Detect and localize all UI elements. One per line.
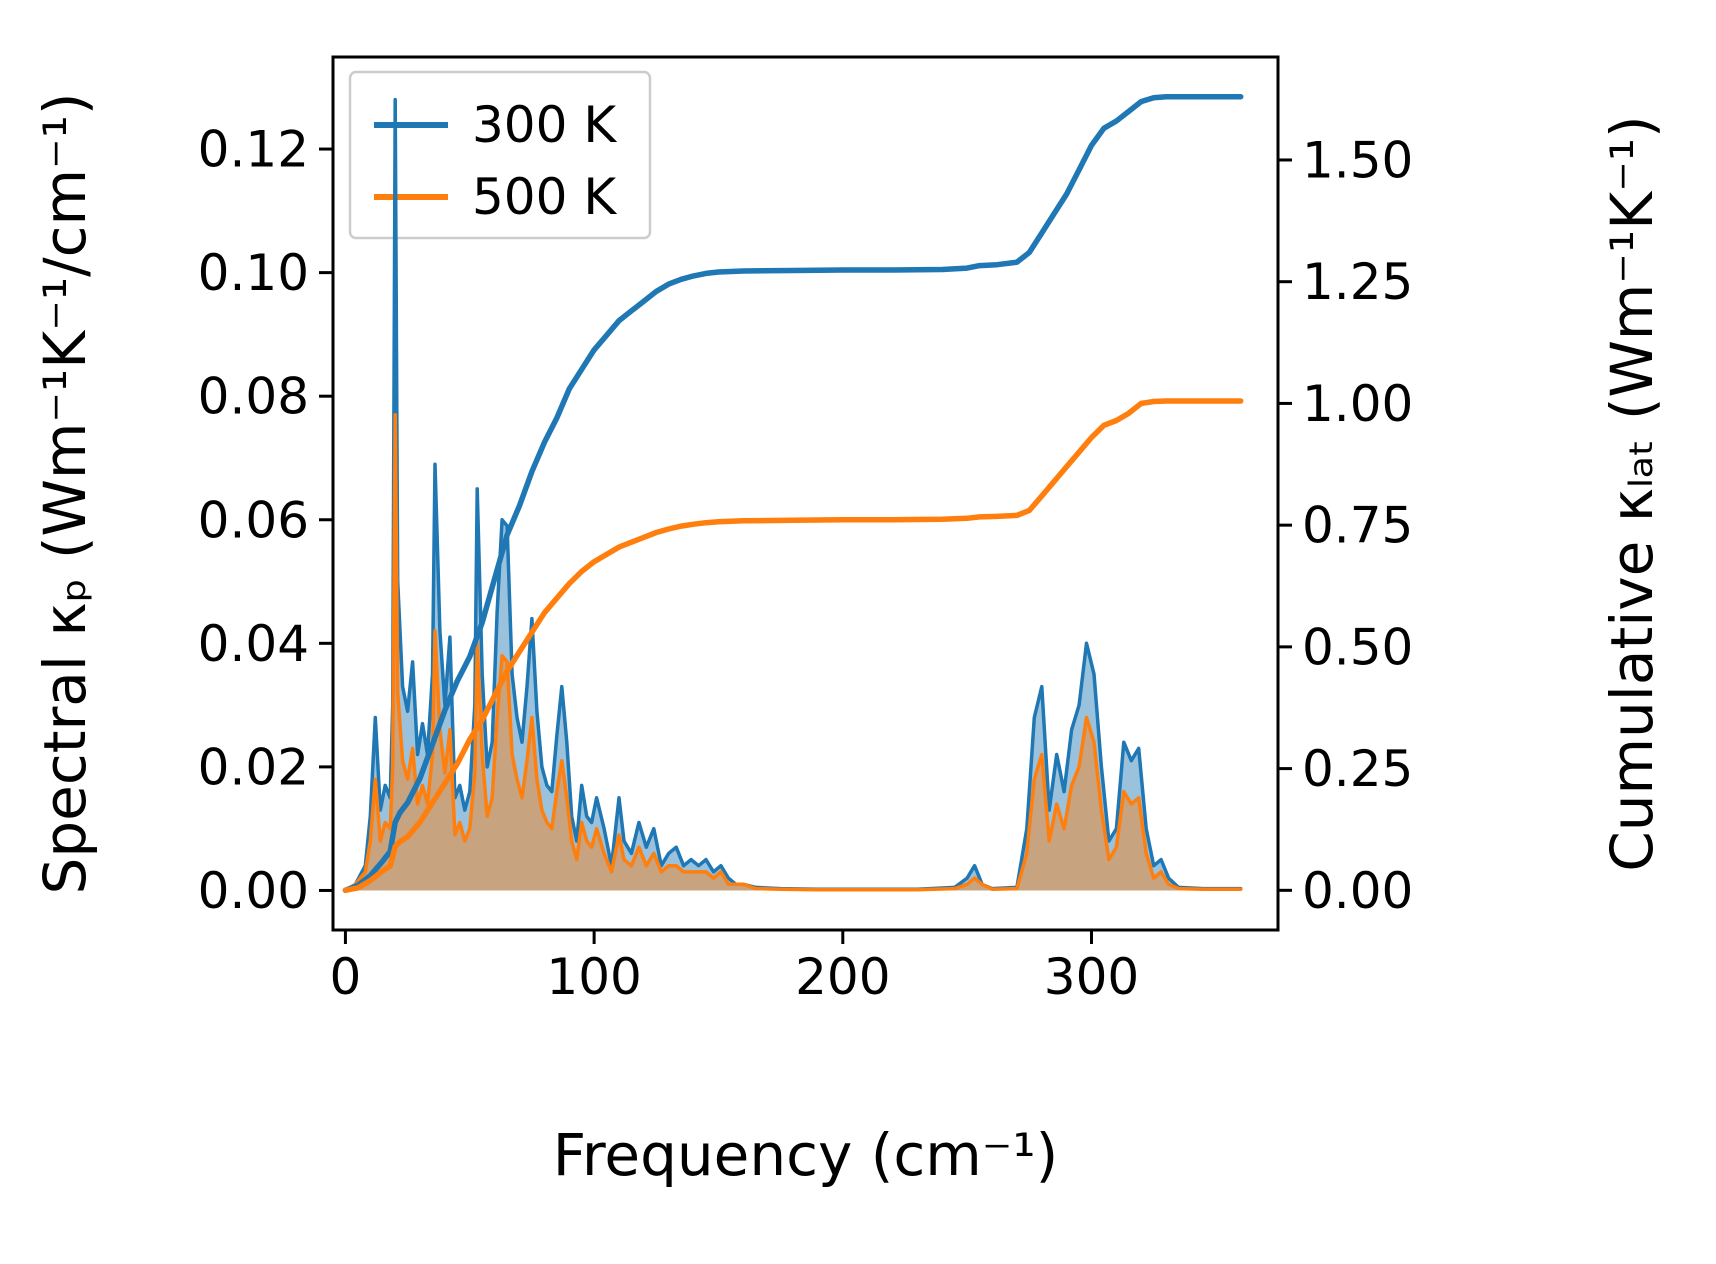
- spectral-500k-line: [343, 412, 1243, 893]
- legend-label-500k: 500 K: [472, 168, 617, 226]
- y-left-tick-label: 0.04: [198, 615, 309, 673]
- y-right-tick-label: 1.50: [1302, 131, 1413, 189]
- x-tick-label: 0: [330, 948, 362, 1006]
- y-left-tick-label: 0.10: [198, 244, 309, 302]
- x-tick-label: 300: [1044, 948, 1139, 1006]
- y-left-tick-label: 0.06: [198, 491, 309, 549]
- x-tick-label: 100: [546, 948, 641, 1006]
- cumulative-500k-line: [342, 398, 1244, 894]
- y-left-tick-label: 0.00: [198, 862, 309, 920]
- x-tick-label: 200: [795, 948, 890, 1006]
- legend: 300 K 500 K: [348, 70, 652, 240]
- y-left-axis-label: Spectral κₚ (Wm⁻¹K⁻¹/cm⁻¹): [31, 92, 99, 894]
- spectral-500k-area: [345, 414, 1241, 891]
- y-right-tick-label: 0.50: [1302, 618, 1413, 676]
- y-right-tick-label: 1.25: [1302, 253, 1413, 311]
- x-axis-label: Frequency (cm⁻¹): [553, 1121, 1059, 1189]
- y-right-tick-label: 1.00: [1302, 375, 1413, 433]
- plot-frame: [331, 55, 1280, 932]
- y-left-tick-label: 0.08: [198, 368, 309, 426]
- y-right-axis-label: Cumulative κₗₐₜ (Wm⁻¹K⁻¹): [1598, 115, 1666, 871]
- y-left-tick-label: 0.02: [198, 738, 309, 796]
- y-right-tick-label: 0.00: [1302, 862, 1413, 920]
- spectral-300k-area: [345, 99, 1241, 891]
- cumulative-300k-line: [342, 93, 1244, 894]
- y-right-tick-label: 0.75: [1302, 497, 1413, 555]
- y-right-tick-label: 0.25: [1302, 740, 1413, 798]
- plot-layers: 0 100 200 300 0.00 0.02 0.04 0.06 0.08 0.10 0.12 0.…: [31, 55, 1666, 1189]
- spectral-300k-line: [343, 97, 1243, 893]
- legend-label-300k: 300 K: [472, 96, 617, 154]
- y-left-tick-label: 0.12: [198, 121, 309, 179]
